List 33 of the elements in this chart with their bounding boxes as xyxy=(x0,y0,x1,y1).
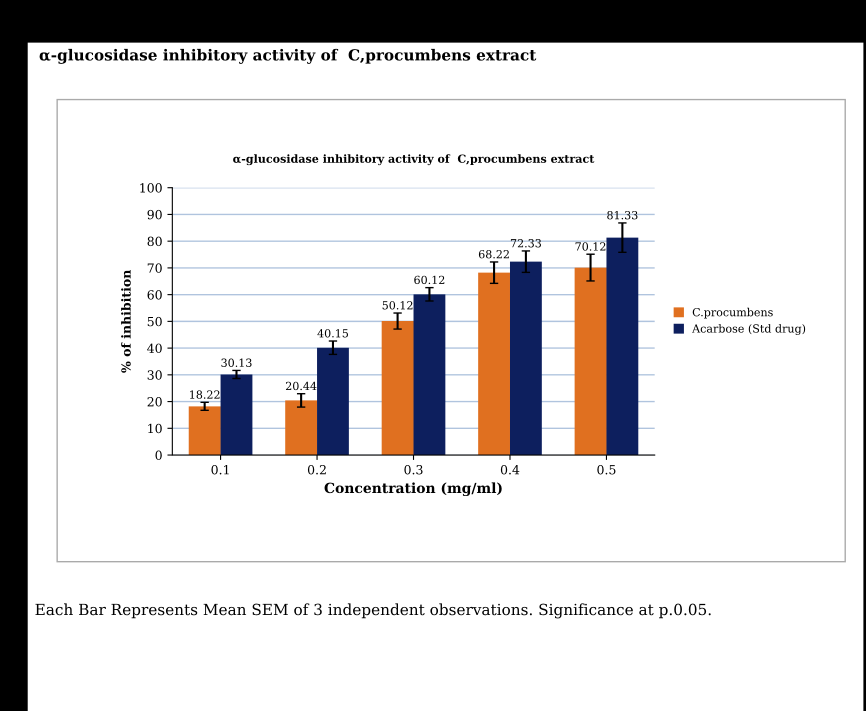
y-tick-label: 20 xyxy=(148,397,162,406)
y-tick-label: 100 xyxy=(140,183,162,193)
data-label: 68.22 xyxy=(478,250,509,258)
y-tick-label: 40 xyxy=(147,344,162,354)
data-label: 72.33 xyxy=(510,239,541,248)
data-label: 70.12 xyxy=(576,242,606,251)
text: Each Bar Represents Mean SEM of 3 independent observations. Significance at p.0.05. xyxy=(35,603,711,618)
data-label: 30.13 xyxy=(221,358,252,367)
x-tick-label: 0.5 xyxy=(597,464,616,474)
y-tick-label: 0 xyxy=(155,450,162,460)
chart-subtitle: α-glucosidase inhibitory activity of C,procumbens extract xyxy=(233,154,594,166)
y-axis-title: % of inhibition xyxy=(121,270,131,373)
y-tick-label: 50 xyxy=(148,316,162,326)
y-tick-label: 80 xyxy=(148,236,162,246)
y-tick-label: 60 xyxy=(148,290,162,300)
data-label: 40.15 xyxy=(317,329,348,338)
data-label: 81.33 xyxy=(607,210,638,220)
x-tick-label: 0.4 xyxy=(500,464,520,474)
x-tick-label: 0.3 xyxy=(404,464,423,474)
y-tick-label: 10 xyxy=(148,424,162,434)
y-tick-label: 90 xyxy=(147,210,162,220)
legend-label: C.procumbens xyxy=(692,308,773,319)
data-label: 60.12 xyxy=(414,276,444,284)
chart-title: α-glucosidase inhibitory activity of C,procumbens extract xyxy=(40,48,536,64)
x-tick-label: 0.1 xyxy=(211,464,229,474)
data-label: 20.44 xyxy=(286,382,316,390)
x-tick-label: 0.2 xyxy=(308,464,326,474)
y-tick-label: 30 xyxy=(148,370,162,380)
y-tick-label: 70 xyxy=(148,263,162,273)
legend-label: Acarbose (Std drug) xyxy=(692,324,806,335)
data-label: 18.22 xyxy=(190,390,220,399)
data-label: 50.12 xyxy=(382,301,412,310)
x-axis-title: Concentration (mg/ml) xyxy=(324,482,502,496)
